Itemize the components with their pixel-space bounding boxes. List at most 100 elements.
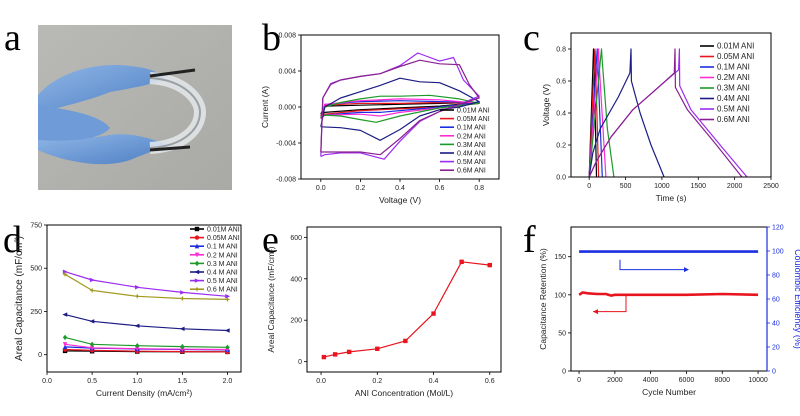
x-tick-label: 0.4 <box>395 185 405 192</box>
panel-letter-f: f <box>523 219 536 261</box>
y2-tick-label: 80 <box>772 273 780 280</box>
y2-tick-label: 60 <box>772 297 780 304</box>
legend-label: 0.01M ANI <box>717 42 754 51</box>
data-point <box>89 277 95 283</box>
data-point <box>225 344 230 350</box>
data-point <box>194 252 200 258</box>
y-tick-label: 0 <box>562 369 566 376</box>
data-point <box>62 312 68 317</box>
series-line <box>323 261 490 358</box>
data-point <box>89 345 95 351</box>
series-line <box>588 48 743 178</box>
legend-label: 0.01M ANI <box>207 227 240 234</box>
data-point <box>62 271 68 277</box>
x-tick-label: 2000 <box>727 183 743 190</box>
glove-top <box>38 65 165 112</box>
x-tick-label: 4000 <box>643 377 659 384</box>
legend-label: 0.05M ANI <box>207 235 240 242</box>
series-line <box>64 273 228 300</box>
panel-letter-d: d <box>3 219 22 261</box>
series-line <box>320 77 480 141</box>
y-tick-label: 0.004 <box>278 69 296 76</box>
y2-tick-label: 20 <box>772 345 780 352</box>
y-tick-label: 0.0 <box>556 175 566 182</box>
y-tick-label: 150 <box>554 254 566 261</box>
y-axis-label: Voltage (V) <box>541 84 551 126</box>
x-tick-label: 8000 <box>714 377 730 384</box>
y2-axis-label: Coulombic Efficiency (%) <box>793 249 800 349</box>
x-tick-label: 0.5 <box>87 378 97 385</box>
x-tick-label: 0.6 <box>485 378 495 385</box>
data-point <box>135 346 140 352</box>
data-point <box>180 343 185 350</box>
x-tick-label: 2000 <box>607 377 623 384</box>
data-point <box>62 342 68 348</box>
panel-letter-b: b <box>262 17 281 59</box>
legend-label: 0.5M ANI <box>717 105 750 114</box>
data-point <box>431 311 436 316</box>
data-point <box>179 295 186 302</box>
chart-e: 0.0 0.2 0.4 0.6 0 200 400 600 ANI Concentration … <box>266 226 502 398</box>
y-tick-label: 0.4 <box>556 111 566 118</box>
x-tick-label: 0.8 <box>474 185 484 192</box>
x-axis-label: Cycle Number <box>642 387 696 397</box>
series-line <box>588 48 603 178</box>
data-point <box>194 260 200 267</box>
chart-b: 0.0 0.2 0.4 0.6 0.8 -0.008 -0.004 0.000 0.004 0.0… <box>260 33 500 205</box>
data-point <box>180 290 186 295</box>
legend-label: 0.1M ANI <box>717 63 750 72</box>
y-axis-label: Areal Capacitance (mF/cm²) <box>266 246 276 352</box>
x-axis-label: Current Density (mA/cm²) <box>96 388 193 398</box>
x-tick-label: 0 <box>577 377 581 384</box>
x-axis-label: Time (s) <box>656 193 687 203</box>
y-tick-label: -0.004 <box>276 141 296 148</box>
y-tick-label: 0 <box>38 352 42 359</box>
data-point <box>62 334 68 341</box>
y-tick-label: 0.8 <box>556 47 566 54</box>
legend-label: 0.2 M ANI <box>207 252 238 259</box>
legend-label: 0.3M ANI <box>457 142 486 149</box>
x-tick-label: 0.0 <box>316 378 326 385</box>
data-point <box>346 349 352 355</box>
data-point <box>134 323 140 329</box>
series-line <box>588 48 600 178</box>
data-point <box>180 346 185 352</box>
legend-label: 0.5M ANI <box>457 159 486 166</box>
plot-frame <box>306 226 502 373</box>
series-line <box>64 271 228 297</box>
series-line <box>64 336 228 348</box>
data-point <box>487 262 492 268</box>
data-point <box>194 235 200 240</box>
x-tick-label: 0.0 <box>42 378 52 385</box>
x-tick-label: 6000 <box>679 377 695 384</box>
legend-label: 0.5 M ANI <box>207 278 238 285</box>
legend-label: 0.6M ANI <box>457 168 486 175</box>
x-axis-label: ANI Concentration (Mol/L) <box>355 388 453 398</box>
y2-tick-label: 100 <box>772 249 784 256</box>
data-point <box>89 341 95 348</box>
plot-frame <box>570 226 768 372</box>
data-point <box>332 352 338 357</box>
glove-knuckle <box>38 105 110 141</box>
data-point <box>194 286 200 292</box>
plot-frame <box>46 224 242 373</box>
y-tick-label: 250 <box>30 309 42 316</box>
data-point <box>194 269 200 275</box>
x-tick-label: 1.5 <box>177 378 187 385</box>
chart-d: 0.0 0.5 1.0 1.5 2.0 0 250 500 750 Current Density… <box>14 223 242 398</box>
chart-f: 0 2000 4000 6000 8000 10000 0 50 100 150 Cycle Num… <box>538 225 800 398</box>
panel-a-photo <box>38 25 232 190</box>
data-point <box>225 294 231 299</box>
series-line <box>588 48 665 178</box>
legend-label: 0.1 M ANI <box>207 244 238 251</box>
y-tick-label: 50 <box>558 330 566 337</box>
x-tick-label: 1500 <box>690 183 706 190</box>
x-tick-label: 2500 <box>763 183 779 190</box>
y-tick-label: 400 <box>290 276 302 283</box>
legend-label: 0.2M ANI <box>457 133 486 140</box>
legend-label: 0.05M ANI <box>717 52 754 61</box>
data-point <box>194 278 200 283</box>
legend-label: 0.1M ANI <box>457 125 486 132</box>
legend-label: 0.6 M ANI <box>207 287 238 294</box>
x-tick-label: 1000 <box>654 183 670 190</box>
